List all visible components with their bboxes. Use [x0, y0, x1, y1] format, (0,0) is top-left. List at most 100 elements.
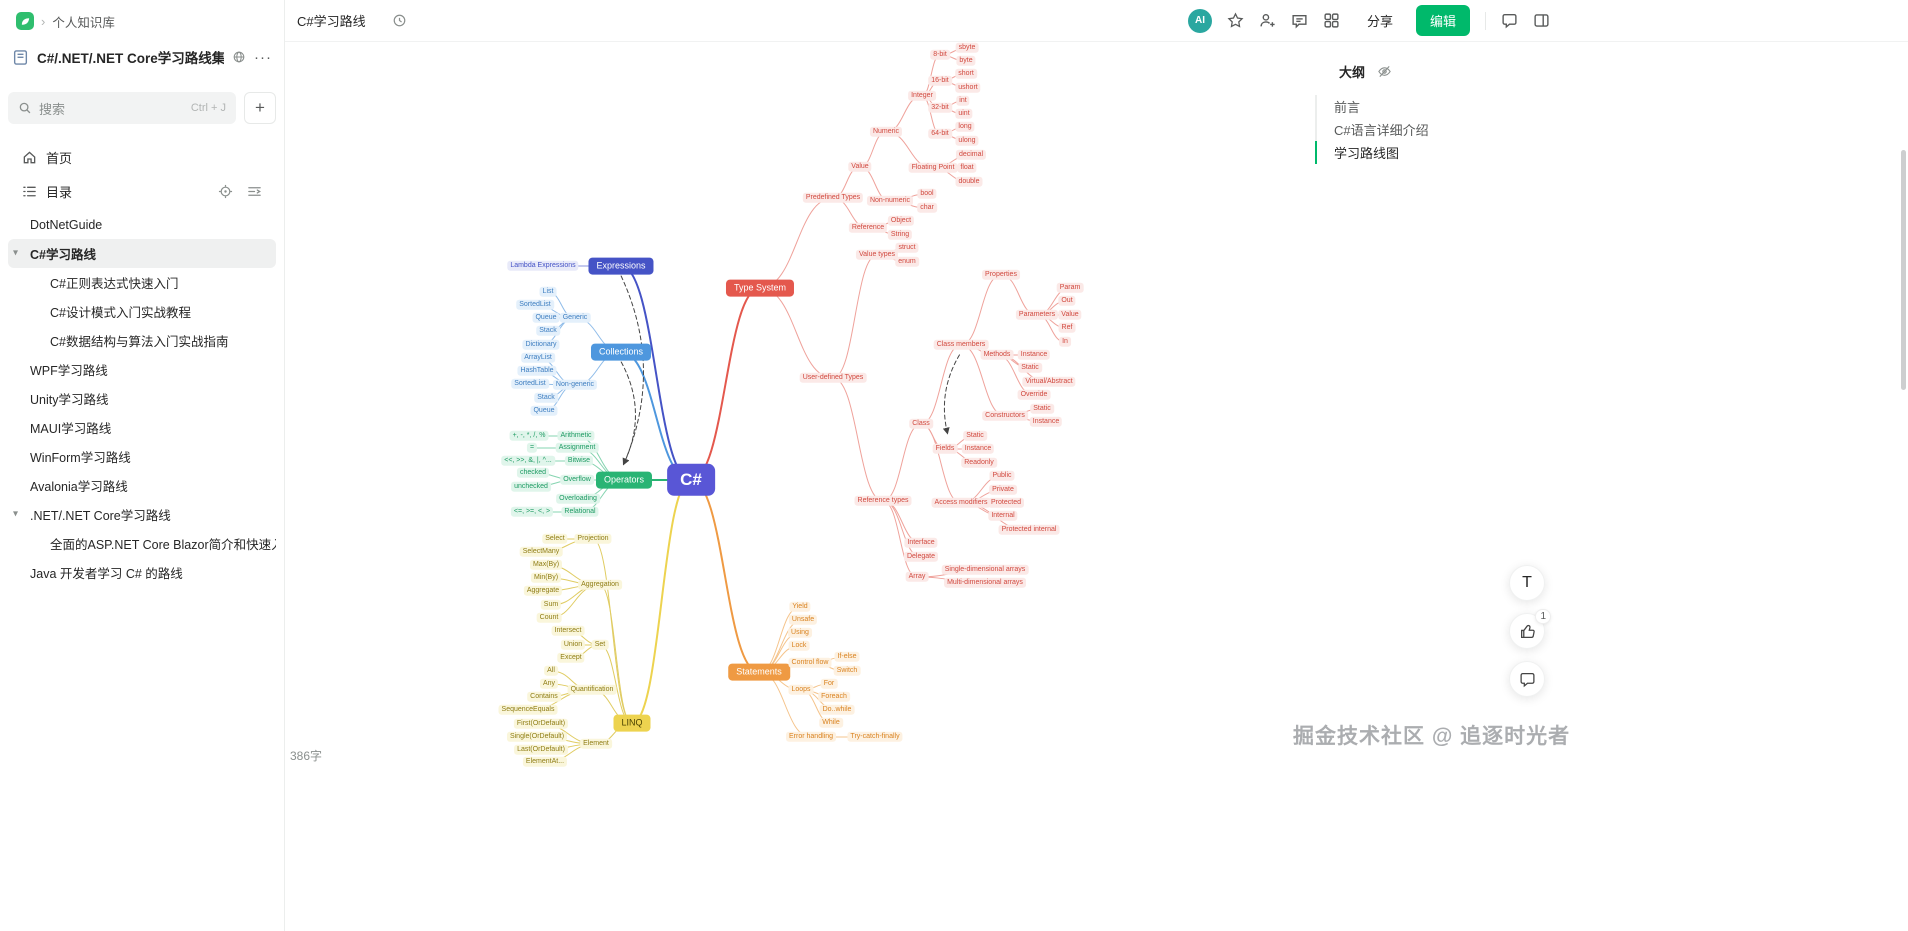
tree-item[interactable]: ▾ .NET/.NET Core学习路线	[8, 500, 276, 529]
mindmap-node: Properties	[982, 269, 1020, 281]
main-area: C#学习路线 AI 分享 编辑	[285, 0, 1908, 931]
mindmap-node: Foreach	[818, 691, 850, 703]
mindmap-node: SelectMany	[519, 546, 563, 558]
locate-icon[interactable]	[218, 184, 233, 199]
comment-icon	[1519, 671, 1536, 688]
mindmap-node: If-else	[834, 651, 860, 663]
search-input[interactable]: 搜索 Ctrl + J	[8, 92, 236, 124]
mindmap-node: Instance	[961, 443, 995, 455]
hide-outline-icon[interactable]	[1377, 64, 1392, 79]
mindmap-node: Collections	[590, 343, 652, 361]
mindmap-node: =	[526, 442, 538, 454]
mindmap-node: Dictionary	[522, 339, 560, 351]
invite-collaborator-icon[interactable]	[1259, 12, 1276, 29]
mindmap-node: Stack	[534, 392, 558, 404]
mindmap-node: Switch	[833, 665, 861, 677]
tree-item-label: WPF学习路线	[30, 364, 108, 378]
tree-item[interactable]: WPF学习路线	[8, 355, 276, 384]
mindmap-node: Instance	[1017, 349, 1051, 361]
mindmap-node: checked	[516, 467, 550, 479]
mindmap-node: Ref	[1058, 322, 1076, 334]
feedback-icon[interactable]	[1291, 12, 1308, 29]
mindmap-node: 32-bit	[928, 102, 952, 114]
share-button[interactable]: 分享	[1359, 7, 1401, 34]
tree-item[interactable]: C#数据结构与算法入门实战指南	[8, 326, 276, 355]
layout-panel-icon[interactable]	[1533, 12, 1550, 29]
mindmap-node: Override	[1017, 389, 1051, 401]
tree-item[interactable]: Avalonia学习路线	[8, 471, 276, 500]
outline-item[interactable]: 学习路线图	[1315, 141, 1565, 164]
chevron-down-icon[interactable]: ▾	[13, 247, 19, 259]
mindmap-node: Numeric	[869, 126, 903, 138]
mindmap-node: Contains	[527, 691, 561, 703]
comments-panel-icon[interactable]	[1501, 12, 1518, 29]
tree-item[interactable]: ▾ C#学习路线	[8, 239, 276, 268]
tree-item[interactable]: C#正则表达式快速入门	[8, 268, 276, 297]
mindmap-node: +, -, *, /, %	[509, 430, 549, 442]
home-icon	[22, 150, 37, 165]
mindmap-node: Lambda Expressions	[507, 260, 579, 272]
mindmap-node: Projection	[574, 533, 612, 545]
thumbs-up-icon	[1519, 623, 1536, 640]
mindmap-node: float	[957, 162, 977, 174]
mindmap-canvas[interactable]: C# Expressions Lambda Expressions Collectio…	[285, 42, 1908, 931]
mindmap-node: unchecked	[511, 481, 551, 493]
mindmap-node: Assignment	[555, 442, 599, 454]
workspace-breadcrumb[interactable]: › 个人知识库	[0, 0, 284, 42]
comment-button[interactable]	[1509, 661, 1545, 697]
tree-item[interactable]: C#设计模式入门实战教程	[8, 297, 276, 326]
visibility-icon[interactable]	[232, 50, 246, 64]
outline-item[interactable]: 前言	[1315, 95, 1565, 118]
mindmap-node: Error handling	[786, 731, 836, 743]
mindmap-node: Reference types	[854, 495, 912, 507]
mindmap-node: String	[887, 229, 913, 241]
sidebar: › 个人知识库 C#/.NET/.NET Core学习路线集合 ··· 搜索 C	[0, 0, 285, 931]
text-tool-button[interactable]: T	[1509, 565, 1545, 601]
book-header[interactable]: C#/.NET/.NET Core学习路线集合 ···	[0, 42, 284, 72]
mindmap-node: Control flow	[788, 657, 832, 669]
scrollbar-thumb[interactable]	[1901, 150, 1906, 390]
mindmap-node: sbyte	[955, 42, 979, 54]
mindmap-node: Reference	[848, 222, 888, 234]
mindmap-node: Value types	[855, 249, 899, 261]
workspace-logo-icon	[16, 12, 34, 30]
tree-item[interactable]: 全面的ASP.NET Core Blazor简介和快速入门	[8, 529, 276, 558]
mindmap-node: ulong	[955, 135, 979, 147]
chevron-down-icon[interactable]: ▾	[13, 508, 19, 520]
star-icon[interactable]	[1227, 12, 1244, 29]
tree-item[interactable]: Java 开发者学习 C# 的路线	[8, 558, 276, 587]
mindmap-node: While	[819, 717, 843, 729]
toc-header[interactable]: 目录	[8, 176, 276, 206]
mindmap-node: SortedList	[511, 378, 549, 390]
outline-title: 大纲	[1339, 65, 1366, 80]
outline-panel: 大纲 前言 C#语言详细介绍 学习路线图	[1315, 62, 1565, 164]
avatar[interactable]: AI	[1187, 8, 1212, 33]
outline-list: 前言 C#语言详细介绍 学习路线图	[1315, 95, 1565, 164]
mindmap-node: Quantification	[567, 684, 617, 696]
mindmap-node: Non-generic	[552, 379, 598, 391]
tree-item-label: C#正则表达式快速入门	[50, 277, 179, 291]
history-icon[interactable]	[392, 13, 407, 28]
more-icon[interactable]: ···	[254, 48, 272, 66]
tree-item[interactable]: MAUI学习路线	[8, 413, 276, 442]
outline-item[interactable]: C#语言详细介绍	[1315, 118, 1565, 141]
mindmap-node: Private	[989, 484, 1017, 496]
apps-grid-icon[interactable]	[1323, 12, 1340, 29]
edit-button[interactable]: 编辑	[1415, 5, 1470, 36]
mindmap-node: Type System	[725, 279, 795, 297]
search-placeholder: 搜索	[39, 101, 66, 117]
new-doc-button[interactable]: +	[244, 92, 276, 124]
mindmap-node: double	[955, 176, 983, 188]
mindmap-node: User-defined Types	[799, 372, 867, 384]
tree-item[interactable]: Unity学习路线	[8, 384, 276, 413]
mindmap-node: Floating Point	[908, 162, 958, 174]
mindmap-node: Lock	[788, 640, 810, 652]
collapse-all-icon[interactable]	[247, 184, 262, 199]
mindmap-node: Sum	[540, 599, 562, 611]
like-button[interactable]: 1	[1509, 609, 1551, 649]
tree-item[interactable]: DotNetGuide	[8, 210, 276, 239]
workspace-name[interactable]: 个人知识库	[52, 15, 115, 30]
sidebar-item-home[interactable]: 首页	[8, 142, 276, 172]
tree-item[interactable]: WinForm学习路线	[8, 442, 276, 471]
mindmap-node: Union	[560, 639, 586, 651]
